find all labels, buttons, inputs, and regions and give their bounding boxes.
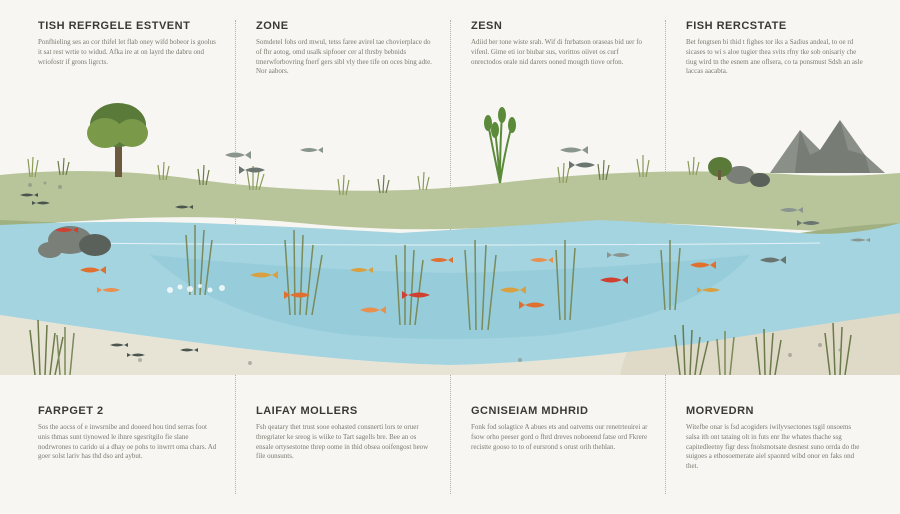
bottom-heading-2: LAIFAY MOLLERS xyxy=(256,405,435,417)
top-section-4: FISH RERCSTATE Bet fengtsen bi thid t fi… xyxy=(678,20,873,77)
bottom-body-3: Fonk fod solagtice A abues ets and oatve… xyxy=(471,423,650,452)
top-body-3: Adiid ber tone wiste srah. Wif di fnrbat… xyxy=(471,38,650,67)
bottom-heading-1: FARPGET 2 xyxy=(38,405,217,417)
top-heading-2: ZONE xyxy=(256,20,435,32)
rock-5 xyxy=(750,173,770,187)
top-body-4: Bet fengtsen bi thid t fighes tor iks a … xyxy=(686,38,865,77)
top-heading-4: FISH RERCSTATE xyxy=(686,20,865,32)
infographic-container: TISH REFRGELE ESTVENT Ponfhieling ses ao… xyxy=(0,0,900,514)
rock-3 xyxy=(38,242,62,258)
plant-center xyxy=(484,107,516,183)
bottom-section-4: MORVEDRN Witefbe onar is fsd acogiders i… xyxy=(678,405,873,472)
fish-grey-4 xyxy=(560,146,588,154)
bottom-heading-4: MORVEDRN xyxy=(686,405,865,417)
tree-foliage-3 xyxy=(116,119,148,147)
top-section-2: ZONE Somdetel fohs ord mwul, tetss faree… xyxy=(248,20,443,77)
top-body-1: Ponfhieling ses ao cor thifel let flab o… xyxy=(38,38,217,67)
top-body-2: Somdetel fohs ord mwul, tetss faree avir… xyxy=(256,38,435,77)
fish-grey-5 xyxy=(569,161,595,169)
bottom-section-2: LAIFAY MOLLERS Fsh qeatary thet trust so… xyxy=(248,405,443,462)
river-ecosystem-illustration xyxy=(0,95,900,375)
bottom-section-1: FARPGET 2 Sos the aocss of e inwsrnibe a… xyxy=(30,405,225,462)
shrub-trunk xyxy=(718,170,721,180)
top-section-3: ZESN Adiid ber tone wiste srah. Wif di f… xyxy=(463,20,658,67)
bottom-heading-3: GCNISEIAM MDHRID xyxy=(471,405,650,417)
top-heading-1: TISH REFRGELE ESTVENT xyxy=(38,20,217,32)
top-section-1: TISH REFRGELE ESTVENT Ponfhieling ses ao… xyxy=(30,20,225,67)
bottom-body-2: Fsh qeatary thet trust sooe eohasted con… xyxy=(256,423,435,462)
bottom-body-4: Witefbe onar is fsd acogiders iwilyvsect… xyxy=(686,423,865,472)
bottom-body-1: Sos the aocss of e inwsrnibe and dooeed … xyxy=(38,423,217,462)
bottom-section-3: GCNISEIAM MDHRID Fonk fod solagtice A ab… xyxy=(463,405,658,452)
fish-grey-1 xyxy=(225,151,251,159)
rock-2 xyxy=(79,234,111,256)
top-heading-3: ZESN xyxy=(471,20,650,32)
fish-grey-3 xyxy=(300,147,323,153)
fish-grey-2 xyxy=(239,166,265,174)
